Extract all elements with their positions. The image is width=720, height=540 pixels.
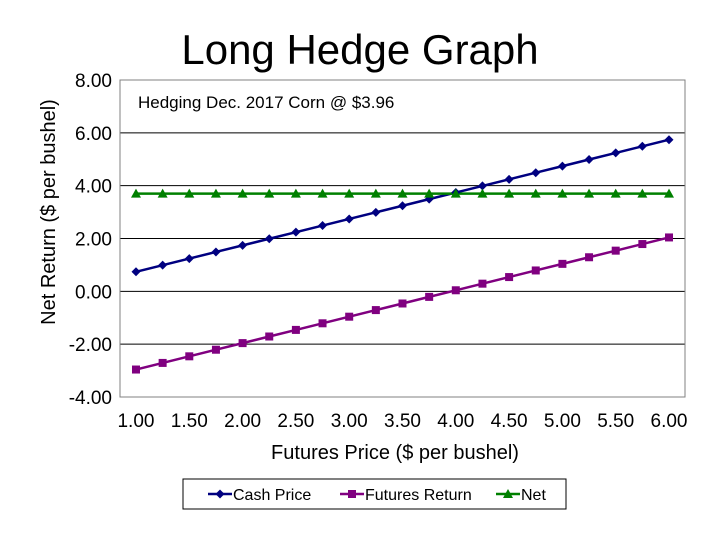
futures-return-point	[158, 358, 167, 367]
y-tick-label: -2.00	[69, 335, 112, 356]
net-point	[637, 188, 648, 198]
futures-return-point	[585, 253, 594, 262]
y-tick-label: 4.00	[75, 177, 112, 198]
futures-return-point	[611, 246, 620, 255]
futures-return-point	[531, 266, 540, 275]
net-point	[530, 188, 541, 198]
cash-price-point	[184, 254, 194, 264]
futures-return-point	[665, 233, 674, 242]
net-point	[237, 188, 248, 198]
cash-price-point	[211, 247, 221, 257]
y-tick-label: 2.00	[75, 230, 112, 251]
cash-price-point	[637, 141, 647, 151]
net-point	[210, 188, 221, 198]
futures-return-point	[238, 339, 247, 348]
net-point	[557, 188, 568, 198]
net-point	[317, 188, 328, 198]
y-tick-label: 6.00	[75, 124, 112, 145]
cash-price-point	[131, 267, 141, 277]
futures-return-point	[211, 345, 220, 354]
futures-return-point	[638, 240, 647, 249]
legend: Cash Price Futures Return Net	[182, 478, 567, 510]
futures-return-point	[558, 259, 567, 268]
y-tick-labels: 8.00 6.00 4.00 2.00 0.00 -2.00 -4.00	[69, 71, 112, 409]
x-tick-label: 3.00	[331, 411, 368, 432]
cash-price-point	[318, 221, 328, 231]
net-point	[264, 188, 275, 198]
net-point	[397, 188, 408, 198]
net-point	[664, 188, 675, 198]
x-tick-label: 1.50	[171, 411, 208, 432]
cash-price-point	[238, 240, 248, 250]
legend-net-label: Net	[521, 487, 546, 504]
series-markers	[130, 135, 675, 374]
gridlines	[120, 79, 685, 398]
cash-price-point	[371, 207, 381, 217]
cash-price-point	[584, 155, 594, 165]
legend-net-marker	[503, 489, 513, 498]
cash-price-point	[398, 201, 407, 211]
x-tick-label: 4.00	[437, 411, 474, 432]
net-point	[157, 188, 168, 198]
plot-area	[119, 79, 686, 398]
legend-futures-return-label: Futures Return	[365, 487, 472, 504]
net-point	[184, 188, 195, 198]
y-axis-title: Net Return ($ per bushel)	[38, 99, 60, 325]
net-point	[450, 188, 461, 198]
x-tick-labels: 1.00 1.50 2.00 2.50 3.00 3.50 4.00 4.50 5.00 5.50…	[117, 411, 687, 432]
x-axis-title: Futures Price ($ per bushel)	[271, 442, 519, 464]
cash-price-point	[504, 174, 514, 184]
futures-return-point	[425, 292, 434, 301]
futures-return-point	[318, 319, 327, 328]
futures-return-point	[451, 286, 460, 295]
x-tick-label: 6.00	[651, 411, 688, 432]
y-tick-label: 0.00	[75, 282, 112, 303]
legend-cash-price-label: Cash Price	[233, 487, 311, 504]
futures-return-point	[131, 365, 140, 374]
x-tick-label: 2.50	[277, 411, 314, 432]
futures-return-point	[398, 299, 407, 308]
legend-cash-price-marker	[215, 489, 225, 499]
net-point	[130, 188, 141, 198]
cash-price-point	[344, 214, 354, 224]
x-tick-label: 1.00	[117, 411, 154, 432]
futures-return-point	[185, 352, 194, 361]
x-tick-label: 3.50	[384, 411, 421, 432]
cash-price-point	[477, 181, 487, 191]
cash-price-point	[158, 260, 168, 270]
cash-price-point	[557, 161, 567, 171]
net-point	[424, 188, 435, 198]
x-tick-label: 4.50	[491, 411, 528, 432]
x-tick-label: 2.00	[224, 411, 261, 432]
chart-annotation: Hedging Dec. 2017 Corn @ $3.96	[138, 93, 394, 112]
cash-price-point	[264, 234, 274, 244]
futures-return-point	[291, 325, 300, 334]
futures-return-point	[478, 279, 487, 288]
cash-price-point	[611, 148, 621, 158]
net-point	[584, 188, 595, 198]
net-point	[504, 188, 515, 198]
futures-return-point	[505, 273, 514, 282]
cash-price-point	[664, 135, 674, 145]
y-tick-label: 8.00	[75, 71, 112, 92]
x-tick-label: 5.00	[544, 411, 581, 432]
y-tick-label: -4.00	[69, 388, 112, 409]
x-tick-label: 5.50	[597, 411, 634, 432]
net-point	[370, 188, 381, 198]
futures-return-point	[265, 332, 274, 341]
cash-price-point	[291, 227, 301, 237]
futures-return-point	[371, 306, 380, 315]
net-point	[344, 188, 355, 198]
futures-return-point	[345, 312, 354, 321]
net-point	[610, 188, 621, 198]
page-title: Long Hedge Graph	[181, 26, 539, 73]
net-point	[477, 188, 488, 198]
cash-price-point	[531, 168, 541, 178]
net-point	[290, 188, 301, 198]
legend-futures-return-marker	[348, 490, 356, 498]
